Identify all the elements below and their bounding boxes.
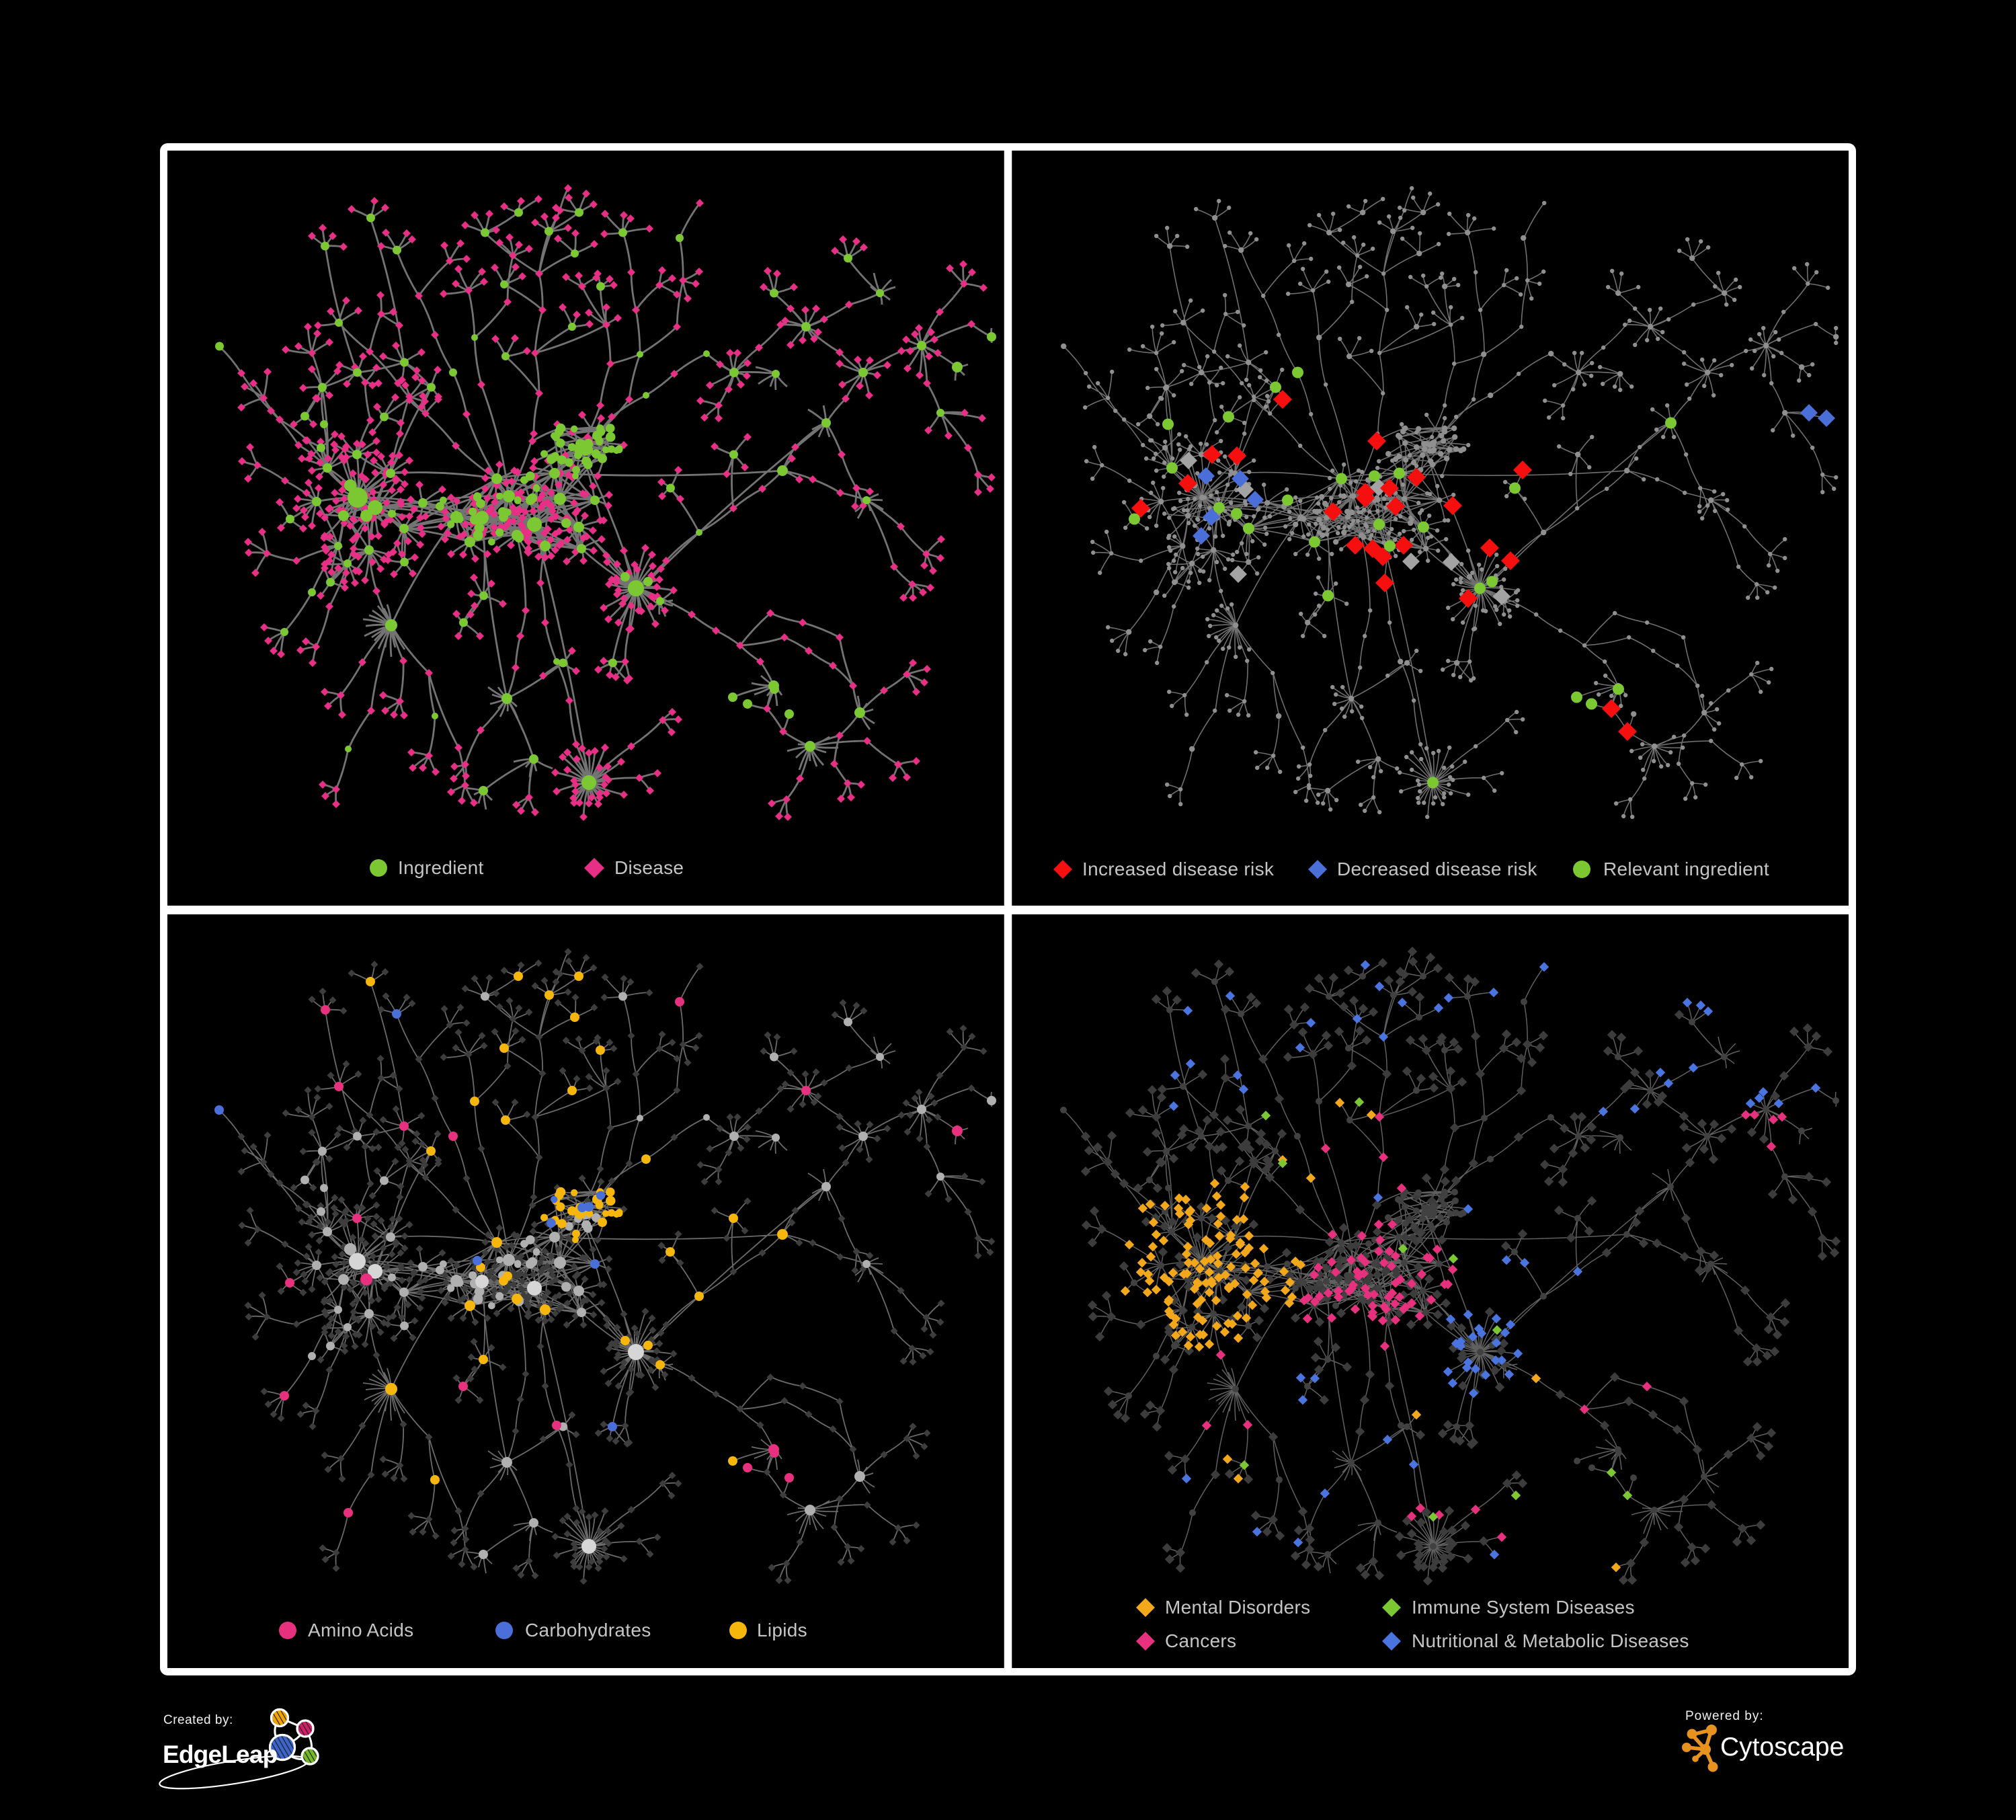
svg-text:Created by:: Created by: bbox=[163, 1713, 233, 1727]
svg-text:EdgeLeap: EdgeLeap bbox=[163, 1741, 278, 1768]
svg-text:Powered by:: Powered by: bbox=[1685, 1709, 1764, 1723]
svg-text:Cytoscape: Cytoscape bbox=[1720, 1733, 1844, 1762]
